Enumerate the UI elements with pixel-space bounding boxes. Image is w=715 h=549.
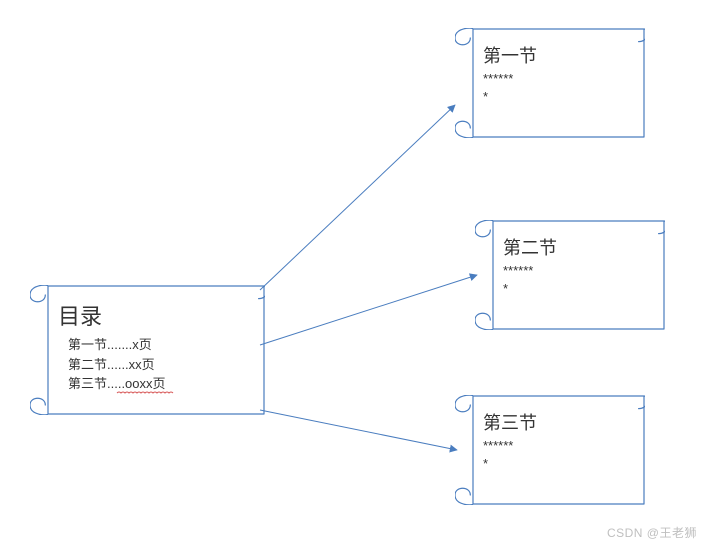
- watermark: CSDN @王老狮: [607, 524, 697, 541]
- section-3-title: 第三节: [483, 409, 629, 435]
- section-1-title: 第一节: [483, 42, 629, 68]
- section-1-scroll: 第一节 ****** *: [455, 28, 645, 138]
- section-1-content: 第一节 ****** *: [483, 42, 629, 106]
- toc-content: 目录 第一节.......x页 第二节......xx页 第三节.....oox…: [58, 299, 249, 418]
- section-3-body2: *: [483, 455, 629, 473]
- section-2-body1: ******: [503, 262, 649, 280]
- section-2-body2: *: [503, 280, 649, 298]
- toc-scroll: 目录 第一节.......x页 第二节......xx页 第三节.....oox…: [30, 285, 265, 415]
- section-3-scroll: 第三节 ****** *: [455, 395, 645, 505]
- section-3-body1: ******: [483, 437, 629, 455]
- section-3-content: 第三节 ****** *: [483, 409, 629, 473]
- toc-title: 目录: [58, 299, 249, 331]
- toc-line-2: 第二节......xx页: [68, 355, 249, 375]
- toc-line-1: 第一节.......x页: [68, 335, 249, 355]
- section-2-title: 第二节: [503, 234, 649, 260]
- section-2-scroll: 第二节 ****** *: [475, 220, 665, 330]
- section-1-body1: ******: [483, 70, 629, 88]
- section-1-body2: *: [483, 88, 629, 106]
- section-2-content: 第二节 ****** *: [503, 234, 649, 298]
